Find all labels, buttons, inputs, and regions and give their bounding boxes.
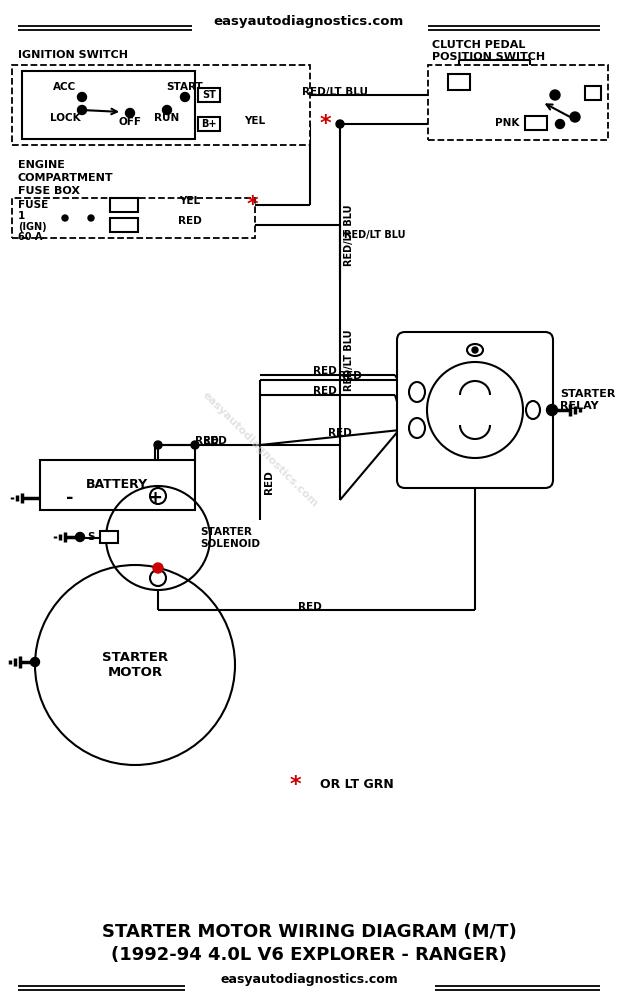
Text: YEL: YEL [179,196,201,206]
Text: POSITION SWITCH: POSITION SWITCH [432,52,545,62]
Circle shape [180,93,190,102]
Bar [198,117,220,131]
Text: PNK: PNK [494,118,519,128]
Circle shape [62,215,68,221]
Bar [12,65,310,145]
Text: FUSE BOX: FUSE BOX [18,186,80,196]
Text: (IGN): (IGN) [18,222,46,232]
Text: (1992-94 4.0L V6 EXPLORER - RANGER): (1992-94 4.0L V6 EXPLORER - RANGER) [111,946,507,964]
Bar [525,116,547,130]
Text: RED: RED [203,436,227,446]
Circle shape [77,105,87,114]
Text: STARTER
MOTOR: STARTER MOTOR [102,651,168,679]
Text: RUN: RUN [154,113,180,123]
Text: RED: RED [298,602,322,612]
Text: RED: RED [328,428,352,438]
Text: ST: ST [202,90,216,100]
Circle shape [550,90,560,100]
Text: RED/LT BLU: RED/LT BLU [344,329,354,391]
Circle shape [336,120,344,128]
Text: STARTER
RELAY: STARTER RELAY [560,389,616,411]
Text: *: * [246,195,258,215]
Circle shape [75,532,85,542]
Text: FUSE: FUSE [18,200,48,210]
Text: RED: RED [313,386,337,396]
Bar [12,198,255,238]
Text: +: + [148,489,163,507]
Text: CLUTCH PEDAL: CLUTCH PEDAL [432,40,525,50]
Circle shape [30,658,40,666]
Text: COMPARTMENT: COMPARTMENT [18,173,114,183]
Text: easyautodiagnostics.com: easyautodiagnostics.com [214,15,404,28]
Circle shape [88,215,94,221]
Text: RED: RED [178,216,202,226]
Text: YEL: YEL [245,116,266,126]
Circle shape [570,112,580,122]
Text: RED/LT BLU: RED/LT BLU [344,230,405,240]
Circle shape [154,441,162,449]
Text: RED: RED [313,366,337,376]
Bar [100,531,118,543]
Text: 1: 1 [18,211,25,221]
Text: RED/LT BLU: RED/LT BLU [344,204,354,266]
Text: BATTERY: BATTERY [86,479,148,491]
Text: ENGINE: ENGINE [18,160,65,170]
Text: STARTER
SOLENOID: STARTER SOLENOID [200,527,260,549]
Text: *: * [319,114,331,134]
Text: RED/LT BLU: RED/LT BLU [302,87,368,97]
Bar [448,74,470,90]
Text: STARTER MOTOR WIRING DIAGRAM (M/T): STARTER MOTOR WIRING DIAGRAM (M/T) [101,923,517,941]
Text: IGNITION SWITCH: IGNITION SWITCH [18,50,128,60]
Circle shape [153,563,163,573]
Text: OFF: OFF [119,117,142,127]
Text: 60 A: 60 A [18,232,43,242]
Text: S: S [88,532,95,542]
Text: RED: RED [195,436,219,446]
Bar [22,71,195,139]
Circle shape [546,404,557,416]
Text: easyautodiagnostics.com: easyautodiagnostics.com [220,974,398,986]
Text: START: START [167,82,203,92]
Circle shape [163,105,172,114]
Circle shape [77,93,87,102]
Circle shape [472,347,478,353]
Bar [585,86,601,100]
Circle shape [191,441,199,449]
Text: LOCK: LOCK [49,113,80,123]
Text: RED: RED [338,371,362,381]
Circle shape [556,119,564,128]
Text: OR LT GRN: OR LT GRN [320,778,394,792]
Text: B+: B+ [201,119,217,129]
Bar [428,65,608,140]
Text: RED: RED [264,470,274,494]
Bar [110,218,138,232]
Text: easyautodiagnostics.com: easyautodiagnostics.com [200,390,320,510]
FancyBboxPatch shape [397,332,553,488]
Text: -: - [66,489,74,507]
Bar [40,460,195,510]
Text: ACC: ACC [53,82,77,92]
Circle shape [125,108,135,117]
Text: *: * [289,775,301,795]
Bar [110,198,138,212]
Bar [198,88,220,102]
